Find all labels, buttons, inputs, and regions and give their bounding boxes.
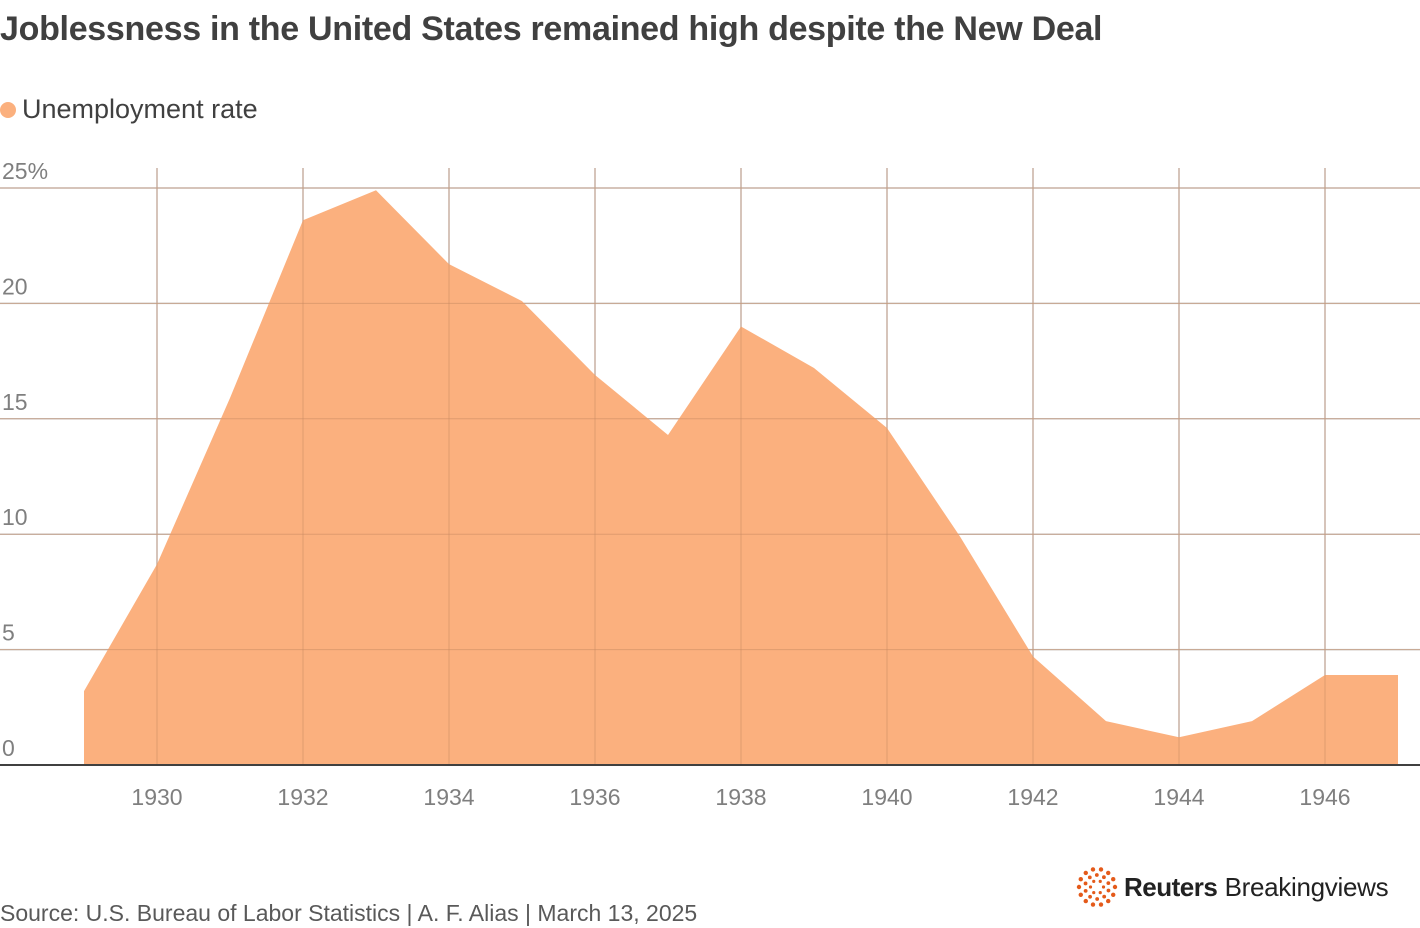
logo-dot xyxy=(1083,881,1088,886)
brand-name-regular: Breakingviews xyxy=(1224,871,1389,902)
logo-dot xyxy=(1111,876,1116,882)
logo-dot xyxy=(1088,894,1092,899)
logo-dot xyxy=(1087,875,1092,880)
legend-swatch xyxy=(0,101,16,118)
x-tick-label: 1938 xyxy=(715,784,766,810)
logo-dot xyxy=(1098,902,1104,907)
logo-dot xyxy=(1078,876,1083,882)
y-tick-label: 10 xyxy=(2,504,28,530)
x-tick-label: 1932 xyxy=(277,784,328,810)
logo-dot xyxy=(1094,873,1099,877)
x-tick-label: 1934 xyxy=(423,784,474,810)
chart-title: Joblessness in the United States remaine… xyxy=(0,10,1103,48)
y-tick-label: 5 xyxy=(2,620,15,646)
logo-dot xyxy=(1112,884,1118,890)
logo-dot xyxy=(1101,885,1106,889)
logo-dot xyxy=(1088,885,1093,889)
logo-dot xyxy=(1090,867,1096,872)
x-tick-label: 1942 xyxy=(1007,784,1058,810)
logo-dot xyxy=(1092,879,1096,883)
reuters-dots-logo-icon xyxy=(1076,867,1118,907)
logo-dot xyxy=(1098,879,1102,883)
source-note: Source: U.S. Bureau of Labor Statistics … xyxy=(0,900,698,926)
logo-dot xyxy=(1078,892,1083,898)
legend: Unemployment rate xyxy=(0,94,258,125)
x-tick-label: 1944 xyxy=(1153,784,1204,810)
x-tick-label: 1930 xyxy=(131,784,182,810)
logo-dot xyxy=(1098,891,1102,895)
logo-dot xyxy=(1106,888,1111,893)
brand-name: Reuters Breakingviews xyxy=(1124,871,1389,903)
x-tick-label: 1946 xyxy=(1299,784,1350,810)
y-tick-label: 20 xyxy=(2,273,28,299)
logo-dot xyxy=(1102,894,1107,899)
logo-dot xyxy=(1102,875,1106,880)
logo-dot xyxy=(1095,897,1100,901)
y-tick-label: 0 xyxy=(2,735,15,761)
logo-dot xyxy=(1076,884,1082,890)
y-tick-label: 15 xyxy=(2,389,28,415)
brand-name-bold: Reuters xyxy=(1124,871,1218,902)
logo-dot xyxy=(1083,888,1088,893)
logo-dot xyxy=(1083,898,1088,904)
legend-label: Unemployment rate xyxy=(22,94,258,124)
x-tick-label: 1940 xyxy=(861,784,912,810)
x-tick-label: 1936 xyxy=(569,784,620,810)
logo-dot xyxy=(1106,881,1111,886)
logo-dot xyxy=(1106,898,1111,904)
logo-dot xyxy=(1106,870,1111,876)
area-chart: 0 5 10 15 20 25% 1930 1932 1934 1936 1938 1940 1942 1… xyxy=(0,158,1420,810)
logo-dot xyxy=(1111,892,1116,898)
logo-dot xyxy=(1090,902,1096,907)
logo-dot xyxy=(1098,867,1104,872)
logo-dot xyxy=(1083,870,1088,876)
logo-dot xyxy=(1092,891,1096,895)
y-tick-label: 25% xyxy=(2,158,48,184)
brand: Reuters Breakingviews xyxy=(1076,866,1389,908)
